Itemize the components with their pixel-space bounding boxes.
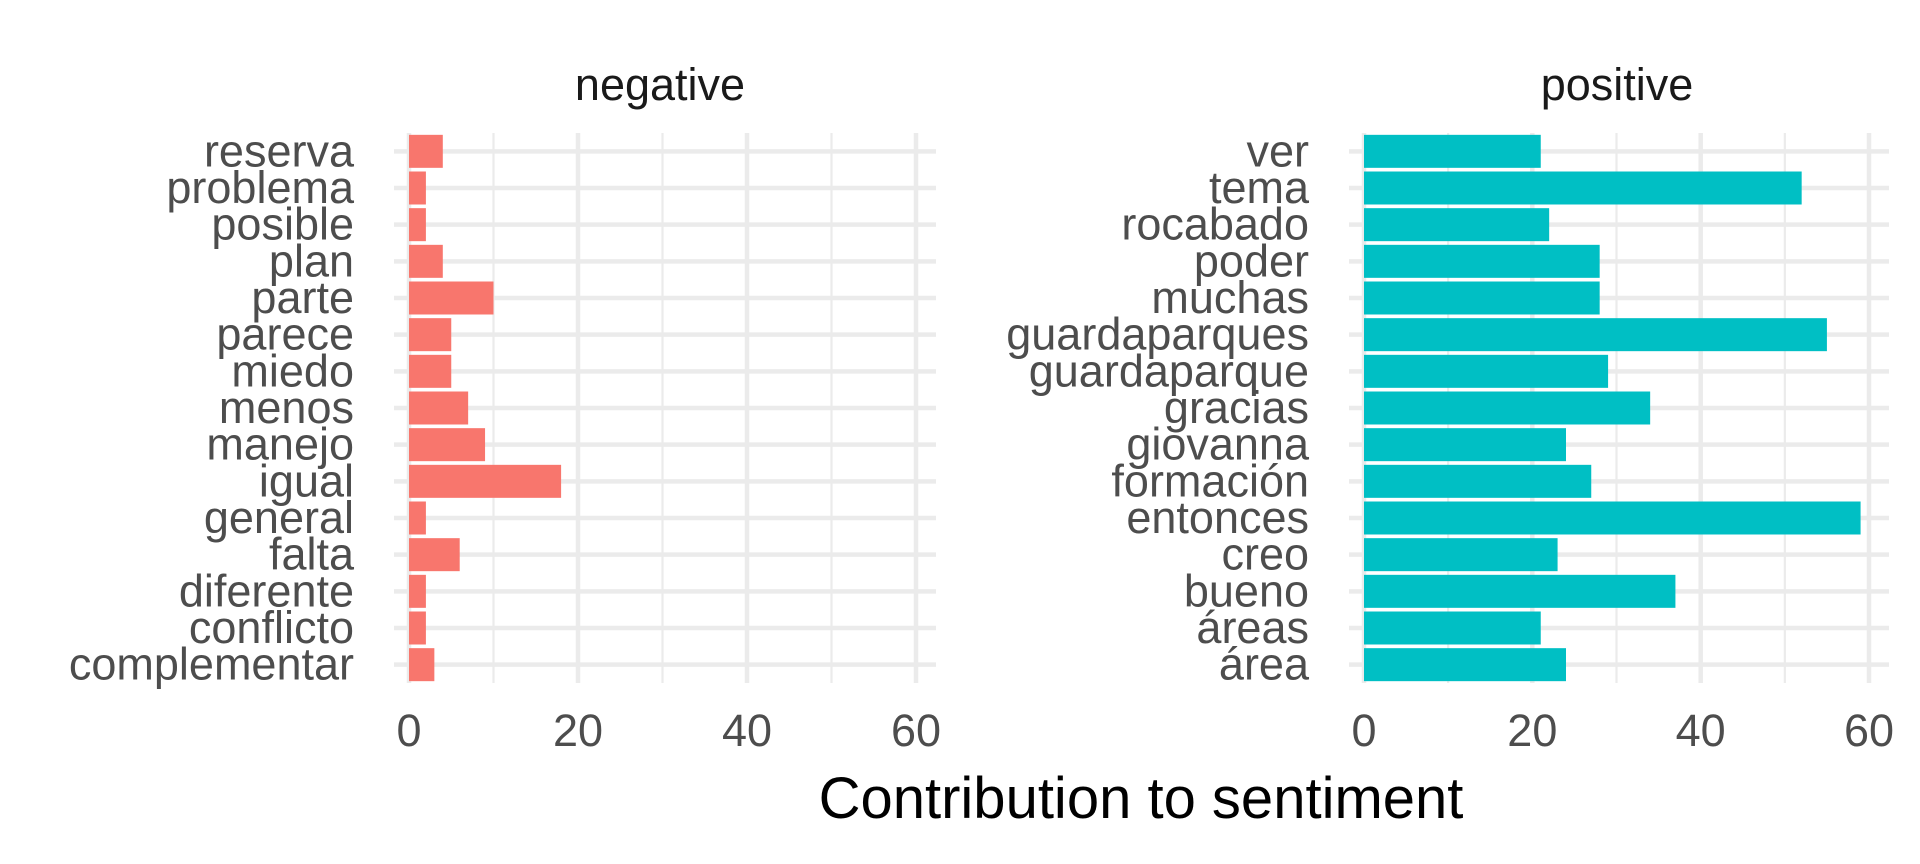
bar-negative-problema [409, 171, 426, 205]
bar-negative-parte [409, 281, 494, 315]
category-label: miedo [231, 345, 354, 396]
facet-title-positive: positive [1541, 59, 1694, 110]
panel-negative: negative reservaproblemaposibleplanpartep… [69, 59, 941, 756]
bar-negative-miedo [409, 354, 452, 388]
category-label: posible [211, 199, 354, 250]
x-tick-label: 0 [1351, 705, 1376, 756]
category-label: menos [219, 382, 354, 433]
x-tick-label: 0 [396, 705, 421, 756]
category-label: diferente [179, 565, 354, 616]
category-label: guardaparque [1029, 345, 1309, 396]
bar-negative-falta [409, 538, 460, 572]
category-label: manejo [206, 419, 354, 470]
bar-positive-creo [1364, 538, 1558, 572]
category-label: muchas [1151, 272, 1309, 323]
x-tick-label: 40 [722, 705, 772, 756]
category-label: general [204, 492, 354, 543]
category-label: áreas [1196, 602, 1309, 653]
bar-negative-conflicto [409, 611, 426, 645]
category-label: complementar [69, 639, 354, 690]
category-label: reserva [204, 125, 355, 176]
category-label: entonces [1126, 492, 1309, 543]
bar-positive-guardaparques [1364, 318, 1827, 352]
bar-positive-guardaparque [1364, 354, 1609, 388]
category-label: parece [216, 309, 354, 360]
bar-negative-menos [409, 391, 469, 425]
category-label: problema [166, 162, 355, 213]
category-label: ver [1246, 125, 1309, 176]
bar-positive-formación [1364, 464, 1592, 498]
category-label: igual [259, 455, 354, 506]
bar-negative-posible [409, 208, 426, 242]
bar-negative-igual [409, 464, 562, 498]
x-tick-label: 20 [1507, 705, 1557, 756]
bar-positive-bueno [1364, 574, 1676, 608]
facet-title-negative: negative [575, 59, 745, 110]
bar-negative-general [409, 501, 426, 535]
category-label: conflicto [189, 602, 354, 653]
bar-positive-área [1364, 648, 1566, 682]
bar-negative-reserva [409, 134, 443, 168]
bar-negative-manejo [409, 428, 486, 462]
bar-positive-rocabado [1364, 208, 1550, 242]
bar-positive-poder [1364, 244, 1600, 278]
category-label: poder [1194, 235, 1309, 286]
bar-negative-diferente [409, 574, 426, 608]
bar-positive-gracias [1364, 391, 1651, 425]
x-tick-label: 60 [891, 705, 941, 756]
category-label: parte [251, 272, 354, 323]
category-label: falta [269, 529, 355, 580]
category-label: plan [269, 235, 354, 286]
category-label: formación [1111, 455, 1309, 506]
bar-negative-parece [409, 318, 452, 352]
facet-panels: negativereservaproblemaposibleplanpartep… [69, 59, 1894, 756]
bar-positive-muchas [1364, 281, 1600, 315]
panel-positive: positivevertemarocabadopodermuchasguarda… [1006, 59, 1894, 756]
bar-positive-giovanna [1364, 428, 1566, 462]
category-label: giovanna [1126, 419, 1310, 470]
bar-positive-entonces [1364, 501, 1861, 535]
bar-negative-plan [409, 244, 443, 278]
bar-positive-tema [1364, 171, 1802, 205]
category-label: tema [1209, 162, 1310, 213]
x-tick-label: 40 [1676, 705, 1726, 756]
category-label: rocabado [1121, 199, 1309, 250]
x-tick-label: 60 [1844, 705, 1894, 756]
category-label: gracias [1164, 382, 1309, 433]
category-label: bueno [1184, 565, 1309, 616]
bar-negative-complementar [409, 648, 435, 682]
bar-positive-áreas [1364, 611, 1541, 645]
category-label: área [1219, 639, 1310, 690]
category-label: creo [1221, 529, 1309, 580]
x-tick-label: 20 [553, 705, 603, 756]
x-axis-title: Contribution to sentiment [819, 766, 1464, 831]
category-label: guardaparques [1006, 309, 1309, 360]
bar-positive-ver [1364, 134, 1541, 168]
